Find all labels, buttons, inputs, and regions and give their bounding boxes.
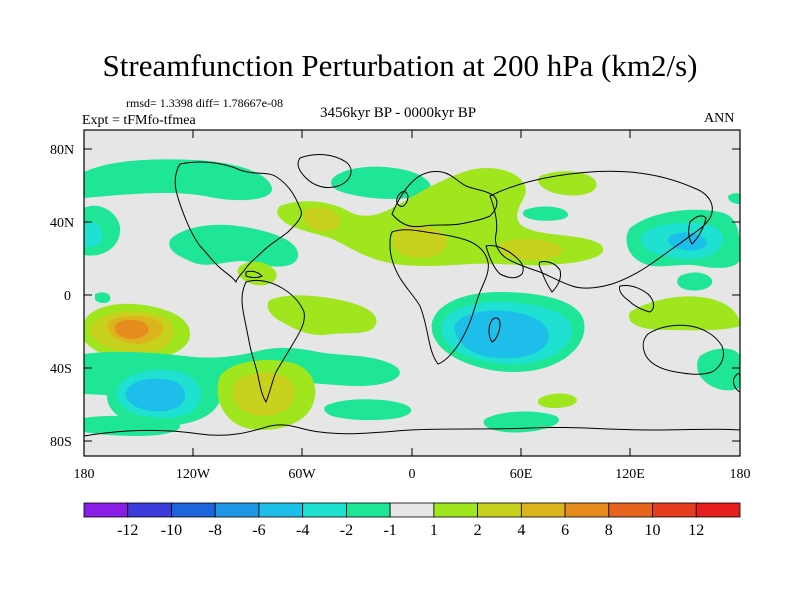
contour-fill-layer: [84, 159, 740, 436]
coast-africa: [389, 229, 489, 365]
y-tick-label: 80N: [50, 143, 74, 158]
x-tick-label: 120W: [176, 467, 211, 482]
contour-neg4-indian-ocean: [454, 310, 549, 359]
colorbar-label: 1: [430, 522, 438, 539]
contour-neg1-namerica: [169, 224, 299, 267]
coast-japan: [688, 215, 707, 245]
y-tick-label: 40N: [50, 216, 74, 231]
contour-neg2-west-40n: [84, 221, 103, 247]
colorbar-swatch: [258, 502, 304, 518]
contour-pos1-southamerica-equator: [237, 261, 277, 286]
colorbar-swatch: [695, 502, 741, 518]
colorbar-labels: -12 -10 -8 -6 -4 -2 -1 1 2 4 6 8 10 12: [117, 522, 704, 539]
x-tick-label: 60W: [288, 467, 316, 482]
colorbar-swatch: [652, 502, 697, 518]
coast-southeast-asia: [619, 285, 655, 313]
colorbar-label: -4: [296, 522, 309, 539]
colorbar-label: 4: [517, 522, 525, 539]
contour-pos6-south-pacific: [114, 319, 149, 340]
colorbar-label: -2: [340, 522, 353, 539]
colorbar-label: -8: [209, 522, 222, 539]
contour-neg1-northwest: [84, 159, 273, 201]
colorbar-swatch: [214, 502, 260, 518]
colorbar-label: 12: [688, 522, 704, 539]
x-tick-label: 180: [730, 467, 751, 482]
axis-ticks: [83, 130, 741, 456]
colorbar-label: 10: [645, 522, 661, 539]
coast-greenland: [297, 154, 352, 189]
coast-india: [538, 261, 561, 293]
x-tick-label: 0: [409, 467, 416, 482]
colorbar-label: 8: [605, 522, 613, 539]
colorbar-swatch: [564, 502, 610, 518]
contour-neg4-southwest-pacific: [125, 378, 185, 412]
contour-neg1-equatorial-west: [95, 292, 111, 303]
x-tick-label: 180: [74, 467, 95, 482]
colorbar-swatch: [83, 502, 129, 518]
contour-neg1-northcentral: [330, 166, 431, 199]
contour-pos2-atlantic: [302, 207, 341, 232]
y-tick-label: 80S: [50, 435, 72, 450]
contour-pos2-southern-cone: [232, 372, 295, 416]
colorbar-swatch: [520, 502, 566, 518]
rmsd-diff-stats: rmsd= 1.3398 diff= 1.78667e-08: [126, 96, 283, 110]
contour-pos1-southern-ocean: [537, 393, 577, 408]
season-label: ANN: [704, 111, 735, 126]
coast-asia: [489, 170, 713, 289]
coastline-layer: [84, 154, 740, 456]
colorbar-swatch: [302, 502, 347, 518]
contour-pos1-south-atlantic: [267, 295, 377, 336]
contour-pos2-arabia: [499, 238, 563, 260]
coast-new-zealand: [733, 373, 740, 393]
plot-title: Streamfunction Perturbation at 200 hPa (…: [102, 48, 698, 83]
colorbar-swatch: [477, 502, 522, 518]
contour-neg1-central-asia: [522, 206, 569, 221]
coast-uk: [396, 191, 409, 207]
coast-europe: [391, 171, 498, 228]
y-tick-label: 0: [64, 289, 71, 304]
contour-neg4-east-asia: [667, 232, 707, 251]
x-tick-label: 120E: [615, 467, 645, 482]
coast-arabia: [485, 245, 524, 279]
colorbar-label: 6: [561, 522, 569, 539]
colorbar-swatch: [608, 502, 653, 518]
contour-neg1-southern-ocean-west: [84, 415, 181, 436]
contour-neg1-south-atlantic: [324, 399, 412, 421]
colorbar-label: 2: [474, 522, 482, 539]
colorbar-swatch: [345, 502, 391, 518]
contour-pos1-north-asia: [538, 171, 597, 196]
contour-pos1-australia: [628, 296, 740, 331]
coast-caribbean: [245, 270, 263, 278]
colorbar-swatch: [171, 502, 216, 518]
colorbar-label: -6: [252, 522, 265, 539]
time-period-label: 3456kyr BP - 0000kyr BP: [320, 105, 477, 121]
colorbar-swatch: [433, 502, 479, 518]
contour-neg1-pacific-east: [728, 193, 740, 204]
coast-south-america: [241, 279, 305, 404]
coast-australia: [642, 324, 725, 375]
colorbar-label: -12: [117, 522, 138, 539]
colorbar: [83, 502, 741, 518]
colorbar-label: -10: [161, 522, 182, 539]
y-tick-label: 40S: [50, 362, 72, 377]
colorbar-swatch: [127, 502, 172, 518]
colorbar-swatch: [389, 502, 435, 518]
coast-north-america: [174, 161, 302, 284]
contour-neg1-tasman: [697, 348, 740, 391]
coast-antarctica: [84, 424, 740, 456]
experiment-label: Expt = tFMfo-tfmea: [82, 113, 196, 128]
x-tick-label: 60E: [510, 467, 533, 482]
coast-madagascar: [488, 317, 501, 343]
colorbar-label: -1: [383, 522, 396, 539]
contour-neg1-china: [677, 272, 713, 291]
